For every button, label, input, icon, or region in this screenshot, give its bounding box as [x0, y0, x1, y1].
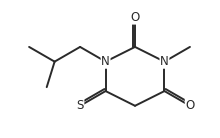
Text: N: N	[101, 55, 110, 68]
Text: O: O	[185, 99, 194, 112]
Text: N: N	[160, 55, 169, 68]
Text: O: O	[130, 11, 140, 24]
Text: S: S	[76, 99, 84, 112]
